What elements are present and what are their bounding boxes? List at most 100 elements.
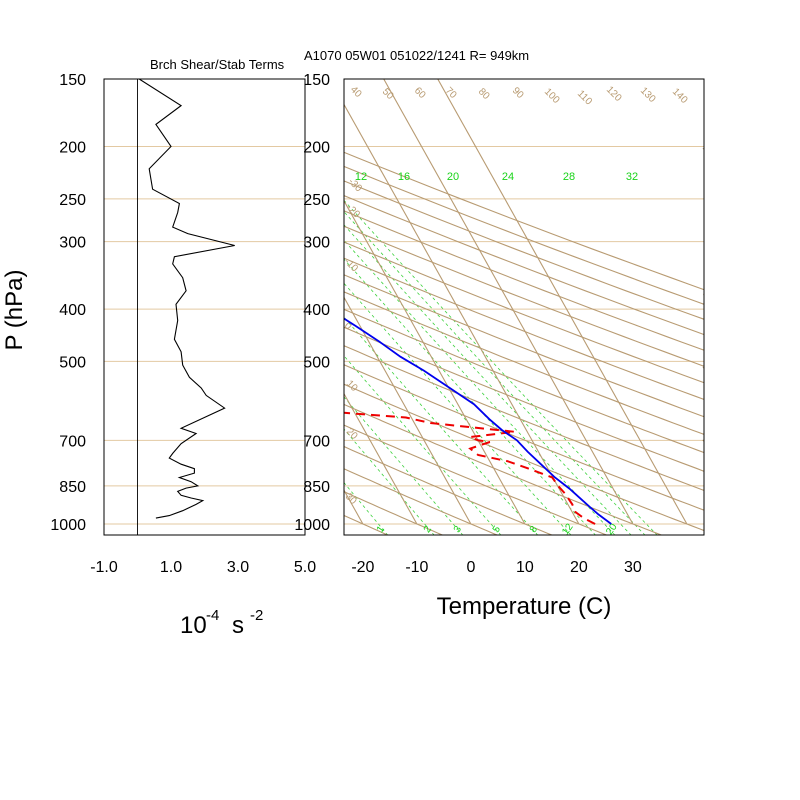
skewt-x-axis-label: Temperature (C): [437, 593, 612, 620]
skewt-x-tick-label: 30: [624, 559, 642, 576]
dry-adiabat-line: [344, 257, 704, 401]
mixing-ratio-line: [344, 316, 539, 535]
mixing-ratio-line: [344, 199, 658, 535]
dry-adiabat-label: 10: [344, 378, 360, 394]
skewt-y-tick-label: 200: [303, 139, 330, 156]
dry-adiabats: [0, 63, 704, 536]
left-y-tick-label: 150: [59, 72, 86, 89]
dry-adiabat-label: 50: [380, 86, 396, 102]
dry-adiabat-label: 40: [348, 84, 364, 100]
dry-adiabat-line: [344, 274, 704, 418]
dry-adiabat-line: [0, 63, 334, 536]
mixing-ratio-label: 32: [626, 171, 638, 183]
dry-adiabat-line: [344, 225, 704, 367]
mixing-ratio-lines: [344, 199, 658, 535]
dry-adiabat-label: 90: [510, 85, 526, 101]
left-y-tick-labels: 150 200 250 300 400 500 700 850 1000: [50, 72, 86, 534]
skewt-y-tick-label: 500: [303, 354, 330, 371]
left-y-tick-label: 700: [59, 433, 86, 450]
dry-adiabat-line: [344, 345, 704, 491]
isotherm-line: [344, 199, 526, 525]
mixing-ratio-label: 28: [563, 171, 575, 183]
mixing-ratio-line: [344, 239, 616, 535]
skewt-y-tick-label: 400: [303, 302, 330, 319]
mixing-ratio-label: 20: [447, 171, 459, 183]
dry-adiabat-line: [344, 210, 704, 351]
mixing-ratio-line: [344, 258, 596, 535]
dry-adiabat-label: 60: [412, 85, 428, 101]
isotherm-line: [344, 103, 580, 525]
left-x-tick-label: 5.0: [294, 559, 316, 576]
mixing-ratio-label: 2: [422, 524, 434, 535]
mixing-ratio-line: [344, 211, 646, 535]
mixing-ratio-label: 8: [528, 524, 540, 535]
mixing-ratio-line: [344, 282, 572, 535]
dry-adiabat-line: [344, 195, 704, 336]
skewt-y-tick-label: 150: [303, 72, 330, 89]
mixing-ratio-label: 3: [452, 524, 464, 535]
temperature-line: [344, 317, 612, 525]
mixing-ratio-labels: 12 16 20 24 28 321 2 3 5 8 12 20: [355, 171, 638, 535]
dry-adiabat-line: [344, 180, 704, 320]
dry-adiabat-label: 150: [700, 142, 720, 162]
shear-stability-panel: Brch Shear/Stab Terms 150 200 250 300 400 500…: [1, 57, 316, 639]
isotherm-line: [344, 392, 418, 525]
dry-adiabat-line: [344, 326, 704, 472]
shear-stability-line: [138, 79, 235, 519]
dry-adiabat-line: [344, 364, 704, 511]
dry-adiabat-line: [344, 383, 704, 532]
left-y-tick-label: 400: [59, 302, 86, 319]
dry-adiabat-line: [344, 403, 663, 535]
dry-adiabat-line: [344, 491, 444, 535]
dry-adiabat-label: 130: [638, 85, 658, 105]
dry-adiabat-line: [344, 514, 389, 535]
left-x-tick-labels: -1.0 1.0 3.0 5.0: [90, 559, 316, 576]
left-x-tick-label: 1.0: [160, 559, 182, 576]
dry-adiabat-label: 0: [342, 320, 354, 332]
mixing-ratio-label: 12: [355, 171, 367, 183]
isotherm-line: [344, 296, 472, 525]
left-x-tick-label: -1.0: [90, 559, 118, 576]
skewt-x-tick-label: 20: [570, 559, 588, 576]
left-y-tick-label: 300: [59, 235, 86, 252]
left-y-tick-label: 200: [59, 139, 86, 156]
dry-adiabat-label: 140: [670, 86, 690, 106]
left-x-tick-label: 3.0: [227, 559, 249, 576]
isotherm-line: [383, 79, 634, 525]
left-panel-title: Brch Shear/Stab Terms: [150, 57, 285, 72]
skewt-frame: [343, 78, 705, 536]
dry-adiabat-label: 10: [700, 361, 716, 377]
dry-adiabat-label: 20: [700, 434, 716, 450]
x-label-unit-exp: -2: [250, 607, 263, 624]
left-y-tick-label: 500: [59, 354, 86, 371]
left-y-tick-label: 250: [59, 192, 86, 209]
dry-adiabat-label: 80: [476, 86, 492, 102]
dry-adiabat-label: 0: [700, 288, 712, 300]
dry-adiabat-line: [344, 151, 704, 291]
dry-adiabat-label: -10: [700, 216, 718, 234]
isotherm-line: [437, 79, 688, 525]
mixing-ratio-line: [344, 355, 502, 535]
dry-adiabat-label: -10: [342, 256, 360, 274]
dewpoint-line: [344, 411, 596, 525]
skewt-y-tick-label: 300: [303, 235, 330, 252]
isotherms: [344, 79, 688, 525]
left-y-tick-label: 850: [59, 479, 86, 496]
skewt-x-tick-label: 0: [466, 559, 475, 576]
dry-adiabat-line: [344, 445, 554, 535]
skewt-title: A1070 05W01 051022/1241 R= 949km: [304, 48, 529, 63]
mixing-ratio-label: 1: [375, 524, 387, 535]
mixing-ratio-label: 24: [502, 171, 514, 183]
skewt-x-tick-label: -10: [405, 559, 428, 576]
skewt-y-tick-labels: 150 200 250 300 400 500 700 850 1000: [294, 72, 330, 534]
mixing-ratio-label: 16: [398, 171, 410, 183]
x-label-base: 10: [180, 612, 207, 639]
left-x-axis-label: 10 -4 s -2: [180, 607, 263, 639]
skewt-y-tick-label: 850: [303, 479, 330, 496]
left-panel-frame: [103, 78, 306, 536]
y-axis-label: P (hPa): [1, 270, 28, 351]
dry-adiabat-line: [344, 241, 704, 384]
dry-adiabat-label: 30: [343, 491, 359, 507]
skewt-x-tick-label: -20: [351, 559, 374, 576]
